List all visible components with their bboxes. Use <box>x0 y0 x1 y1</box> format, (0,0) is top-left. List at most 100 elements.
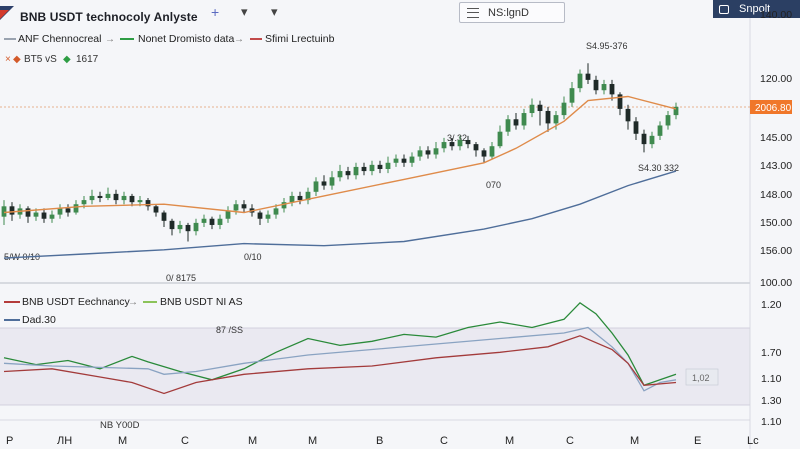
candle-body-62 <box>497 131 503 147</box>
x-axis-label-9: C <box>566 435 574 447</box>
x-axis-label-4: M <box>248 435 257 447</box>
candle-body-64 <box>513 119 519 126</box>
candle-body-63 <box>505 119 511 132</box>
candle-body-16 <box>129 195 135 203</box>
candle-body-54 <box>433 148 439 155</box>
candle-body-37 <box>297 195 303 201</box>
candle-body-30 <box>241 204 247 209</box>
legend-close-icon[interactable]: × <box>5 54 11 65</box>
candle-body-60 <box>481 150 487 157</box>
overlay-lines <box>3 95 677 259</box>
candle-body-76 <box>609 84 615 95</box>
candle-body-0 <box>1 206 7 217</box>
x-axis-label-10: M <box>630 435 639 447</box>
menu-icon <box>467 7 479 18</box>
candle-body-47 <box>377 164 383 169</box>
candle-body-6 <box>49 214 55 219</box>
candle-body-15 <box>121 195 127 201</box>
legend-bottom-arrow: → <box>128 297 138 308</box>
candle-body-19 <box>153 206 159 213</box>
candle-body-1 <box>9 206 15 215</box>
overlay-line-1 <box>3 170 677 259</box>
candle-body-79 <box>633 121 639 134</box>
legend-top: ANF Chennocreal → Nonet Dromisto data → … <box>4 33 335 65</box>
x-axis-label-12: Lc <box>747 435 759 447</box>
x-axis-label-3: C <box>181 435 189 447</box>
candle-body-20 <box>161 212 167 221</box>
candle-body-27 <box>217 218 223 225</box>
candle-body-26 <box>209 218 215 225</box>
candle-body-10 <box>81 200 87 205</box>
overlay-line-0 <box>3 95 677 214</box>
candle-body-65 <box>521 113 527 126</box>
candle-body-72 <box>577 73 583 89</box>
legend-label-1: ANF Chennocreal <box>18 33 101 45</box>
candle-body-49 <box>393 158 399 163</box>
candle-body-48 <box>385 162 391 169</box>
snapshot-button[interactable]: Snpolt <box>713 0 800 18</box>
candle-body-83 <box>665 115 671 126</box>
candle-body-71 <box>569 88 575 103</box>
candle-body-18 <box>145 200 151 207</box>
candle-body-21 <box>169 220 175 230</box>
candle-body-82 <box>657 125 663 136</box>
candle-body-17 <box>137 200 143 203</box>
candle-body-4 <box>33 212 39 217</box>
annotation-oscillator: 87 /SS <box>216 325 243 335</box>
oscillator-lines <box>3 301 677 395</box>
legend-sub-value: 1617 <box>76 54 99 65</box>
candle-body-33 <box>265 214 271 219</box>
candle-body-56 <box>449 142 455 147</box>
interval-dropdown[interactable]: ▾ <box>241 4 248 19</box>
x-axis-label-8: M <box>505 435 514 447</box>
candle-body-43 <box>345 171 351 176</box>
candle-body-24 <box>193 222 199 232</box>
style-dropdown[interactable]: ▾ <box>271 4 278 19</box>
candle-body-77 <box>617 94 623 109</box>
legend-sub-diamond-icon: ◆ <box>63 54 71 65</box>
candle-body-3 <box>25 208 31 217</box>
price-tag <box>750 100 792 114</box>
candle-body-81 <box>649 135 655 145</box>
candle-body-40 <box>321 181 327 186</box>
x-axis-label-1: ЛH <box>57 435 72 447</box>
candle-body-68 <box>545 110 551 124</box>
legend-label-3: Sfimi Lrectuinb <box>265 33 335 45</box>
candle-body-38 <box>305 191 311 201</box>
legend-bottom-label-3: Dad.30 <box>22 314 56 326</box>
legend-bottom-label-2: BNB USDT NI AS <box>160 296 243 308</box>
candle-body-75 <box>601 84 607 91</box>
candle-body-73 <box>585 73 591 80</box>
candle-body-44 <box>353 166 359 176</box>
candle-body-7 <box>57 208 63 215</box>
symbol-search-box[interactable]: NS:lgnD <box>459 2 565 23</box>
annotation-mid: 3/.32 <box>447 133 467 143</box>
y-axis-label-6: 150.00 <box>760 217 792 229</box>
oscillator-line-0 <box>3 301 677 387</box>
add-indicator-button[interactable]: + <box>211 4 220 20</box>
candle-body-23 <box>185 224 191 232</box>
legend-bottom: BNB USDT Eechnancy → BNB USDT NI AS Dad.… <box>4 296 243 326</box>
candle-body-69 <box>553 115 559 124</box>
candle-body-50 <box>401 158 407 163</box>
candle-body-8 <box>65 208 71 213</box>
chart-title: BNB USDT technocoly Anlyste <box>20 10 198 24</box>
x-axis-label-0: P <box>6 435 13 447</box>
y-axis-lower-label-1: 1.70 <box>761 347 782 359</box>
y-axis-label-7: 156.00 <box>760 245 792 257</box>
y-axis-label-4: 143.00 <box>760 160 792 172</box>
candle-body-46 <box>369 164 375 172</box>
y-axis-label-5: 148.00 <box>760 189 792 201</box>
candle-body-9 <box>73 204 79 213</box>
candle-body-52 <box>417 150 423 157</box>
annotation-right-box <box>685 368 719 386</box>
legend-bottom-label-1: BNB USDT Eechnancy <box>22 296 131 308</box>
y-axis-lower-label-4: 1.10 <box>761 416 782 428</box>
candle-body-39 <box>313 181 319 192</box>
oscillator-band <box>0 328 750 405</box>
candle-body-25 <box>201 218 207 223</box>
candle-body-5 <box>41 212 47 219</box>
candle-body-53 <box>425 150 431 155</box>
candle-body-61 <box>489 146 495 157</box>
